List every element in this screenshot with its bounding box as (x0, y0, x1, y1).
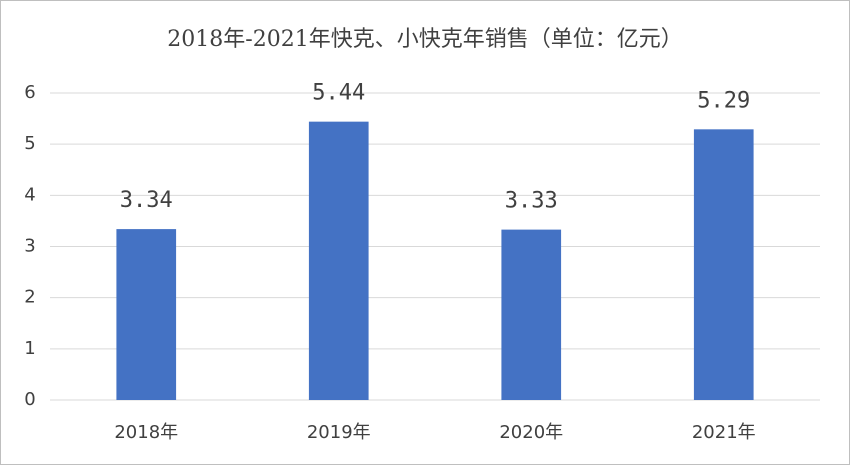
x-tick-label: 2020年 (499, 422, 563, 443)
y-tick-label: 2 (24, 287, 35, 308)
data-label: 3.33 (505, 189, 558, 214)
y-tick-label: 6 (24, 82, 35, 103)
x-tick-label: 2018年 (114, 422, 178, 443)
y-tick-label: 1 (24, 338, 35, 359)
data-label: 5.29 (697, 88, 750, 113)
data-label: 3.34 (120, 188, 173, 213)
x-tick-label: 2021年 (692, 422, 756, 443)
y-tick-label: 0 (24, 389, 35, 410)
y-tick-label: 3 (24, 236, 35, 257)
x-tick-label: 2019年 (307, 422, 371, 443)
bar (116, 229, 177, 400)
data-label: 5.44 (312, 81, 365, 106)
y-tick-label: 5 (24, 133, 35, 154)
chart-title: 2018年-2021年快克、小快克年销售（单位：亿元） (167, 27, 682, 52)
bar (501, 229, 562, 400)
y-tick-label: 4 (24, 184, 35, 205)
bar (693, 129, 754, 400)
bar (308, 121, 369, 401)
